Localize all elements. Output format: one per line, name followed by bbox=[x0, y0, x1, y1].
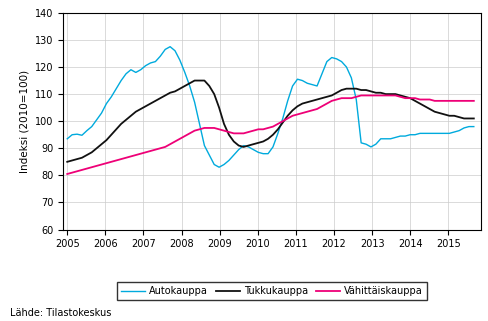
Tukkukauppa bbox=[192, 79, 198, 82]
Line: Autokauppa: Autokauppa bbox=[67, 47, 474, 167]
Tukkukauppa bbox=[64, 160, 70, 164]
Tukkukauppa bbox=[69, 159, 75, 162]
Autokauppa bbox=[69, 133, 75, 137]
Autokauppa bbox=[167, 45, 173, 48]
Vähittäiskauppa bbox=[471, 99, 477, 103]
Autokauppa bbox=[255, 151, 261, 154]
Vähittäiskauppa bbox=[69, 171, 75, 175]
Vähittäiskauppa bbox=[64, 172, 70, 176]
Tukkukauppa bbox=[89, 151, 95, 154]
Vähittäiskauppa bbox=[397, 95, 403, 99]
Text: Lähde: Tilastokeskus: Lähde: Tilastokeskus bbox=[10, 308, 111, 318]
Autokauppa bbox=[383, 137, 388, 141]
Vähittäiskauppa bbox=[265, 126, 271, 130]
Autokauppa bbox=[216, 165, 222, 169]
Autokauppa bbox=[64, 137, 70, 141]
Autokauppa bbox=[402, 134, 408, 138]
Vähittäiskauppa bbox=[378, 93, 384, 97]
Y-axis label: Indeksi (2010=100): Indeksi (2010=100) bbox=[20, 70, 30, 173]
Tukkukauppa bbox=[397, 93, 403, 97]
Tukkukauppa bbox=[378, 91, 384, 95]
Autokauppa bbox=[89, 125, 95, 128]
Legend: Autokauppa, Tukkukauppa, Vähittäiskauppa: Autokauppa, Tukkukauppa, Vähittäiskauppa bbox=[117, 282, 427, 300]
Tukkukauppa bbox=[471, 117, 477, 120]
Tukkukauppa bbox=[250, 142, 256, 146]
Vähittäiskauppa bbox=[89, 165, 95, 169]
Vähittäiskauppa bbox=[245, 130, 251, 134]
Line: Tukkukauppa: Tukkukauppa bbox=[67, 81, 474, 162]
Vähittäiskauppa bbox=[358, 93, 364, 97]
Line: Vähittäiskauppa: Vähittäiskauppa bbox=[67, 95, 474, 174]
Autokauppa bbox=[471, 125, 477, 128]
Autokauppa bbox=[275, 131, 281, 135]
Tukkukauppa bbox=[270, 133, 276, 137]
